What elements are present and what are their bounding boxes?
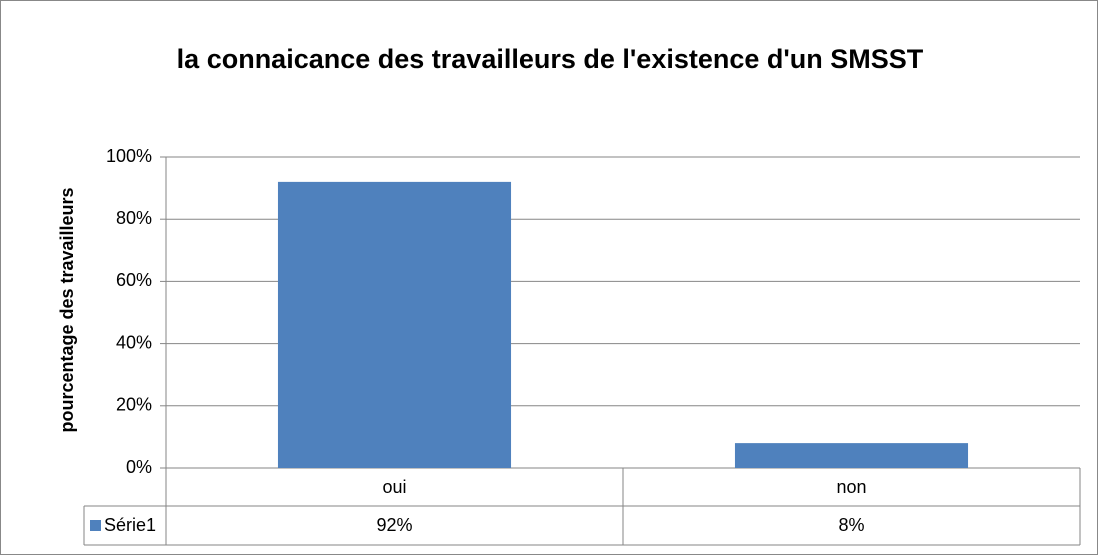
y-tick-label: 20% — [116, 395, 152, 415]
bar — [277, 181, 512, 468]
bar — [734, 443, 969, 468]
y-tick-label: 40% — [116, 332, 152, 352]
chart-title: la connaicance des travailleurs de l'exi… — [176, 44, 924, 74]
legend-swatch — [90, 520, 101, 531]
x-tick-label: oui — [382, 477, 406, 497]
y-tick-label: 100% — [106, 146, 152, 166]
legend-label: Série1 — [104, 515, 156, 535]
value-label: 92% — [376, 515, 412, 535]
y-axis-label: pourcentage des travailleurs — [57, 187, 77, 432]
y-tick-label: 80% — [116, 208, 152, 228]
y-tick-label: 60% — [116, 270, 152, 290]
x-tick-label: non — [836, 477, 866, 497]
value-label: 8% — [838, 515, 864, 535]
y-tick-label: 0% — [126, 457, 152, 477]
